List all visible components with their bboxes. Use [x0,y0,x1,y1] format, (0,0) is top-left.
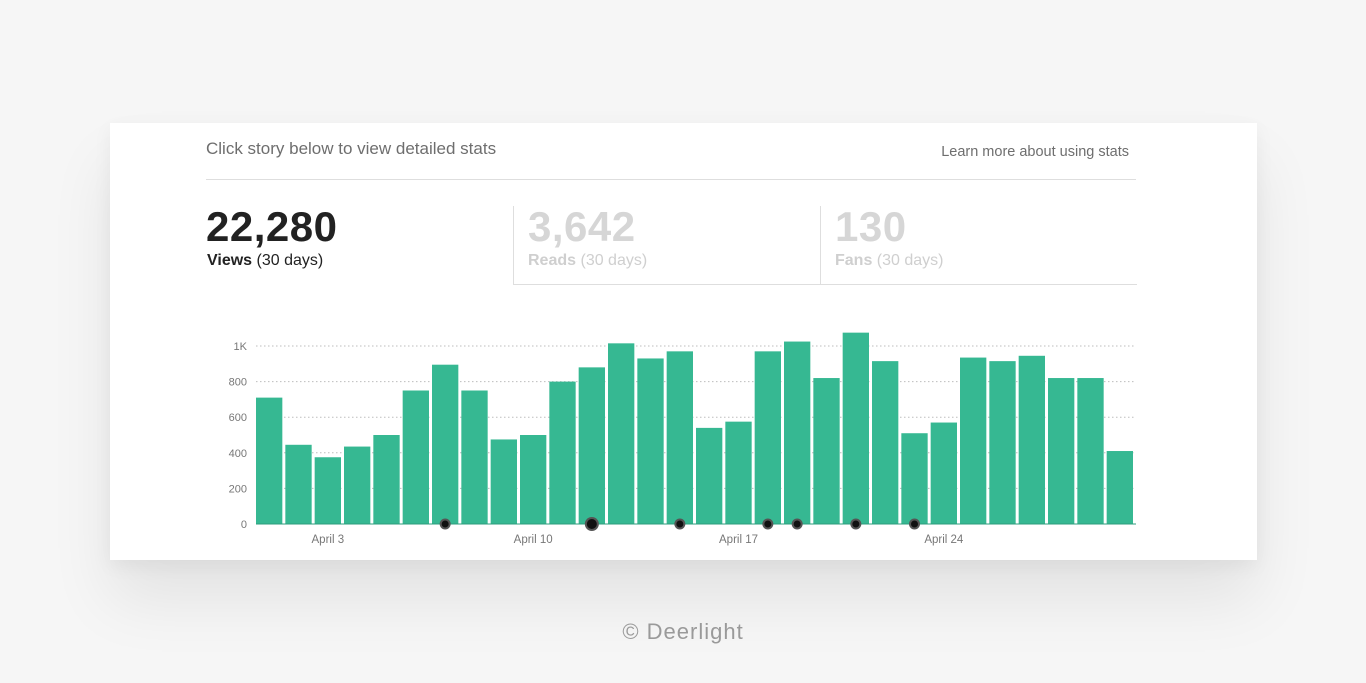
y-tick-label: 200 [229,483,247,495]
chart-bar [960,357,987,524]
chart-bar [490,439,517,524]
views-label-group: Views (30 days) [207,252,323,270]
chart-bar [1077,378,1104,524]
chart-bar [608,343,635,524]
x-tick-label: April 3 [312,534,345,546]
story-marker [793,520,801,528]
y-tick-label: 600 [229,412,247,424]
fans-count: 130 [835,203,907,250]
story-marker [586,519,597,529]
views-count: 22,280 [206,203,338,250]
y-tick-label: 400 [229,448,247,460]
stats-card: Click story below to view detailed stats… [110,123,1257,560]
learn-more-link[interactable]: Learn more about using stats [941,144,1129,160]
chart-bar [842,332,869,524]
stats-header: Click story below to view detailed stats… [206,123,1136,180]
views-period: (30 days) [256,252,324,269]
chart-bar [549,381,576,524]
chart-bar [461,390,488,524]
chart-bar [402,390,429,524]
chart-bar [373,435,400,524]
stats-summary: 22,280 Views (30 days) 3,642 Reads (30 d… [206,206,1137,285]
x-tick-label: April 17 [719,534,758,546]
y-tick-label: 0 [241,519,247,531]
chart-bar [314,457,341,524]
fans-label-group: Fans (30 days) [835,252,944,270]
chart-bar [872,361,899,524]
chart-bar [285,444,312,524]
x-tick-label: April 10 [514,534,553,546]
fans-stat-tab[interactable]: 130 Fans (30 days) [820,206,1137,285]
chart-bar [256,397,283,524]
fans-label: Fans [835,252,873,269]
chart-bar [930,422,957,524]
chart-bar [754,351,781,524]
chart-bar [666,351,693,524]
chart-bar [813,378,840,524]
views-bar-chart: 0 200 400 600 800 1K April 3 April 10 April 17 Ap… [229,332,1136,546]
chart-bar [432,364,459,524]
chart-bar [578,367,605,524]
views-label: Views [207,252,253,269]
chart-bar [1018,355,1045,524]
chart-bar [344,446,371,524]
y-tick-label: 800 [229,377,247,389]
story-marker [676,520,684,528]
chart-bar [725,421,752,524]
y-tick-label: 1K [234,341,248,353]
chart-bar [784,341,811,524]
chart-bar [520,435,547,524]
story-marker [441,520,449,528]
instructions-text: Click story below to view detailed stats [206,139,497,158]
reads-label-group: Reads (30 days) [528,252,647,270]
chart-bar [989,361,1016,524]
story-marker [764,520,772,528]
story-marker [911,520,918,528]
x-tick-label: April 24 [924,534,964,546]
chart-bar [696,427,723,524]
chart-bar [637,358,664,524]
reads-stat-tab[interactable]: 3,642 Reads (30 days) [513,206,821,285]
chart-bar [901,433,928,524]
reads-label: Reads [528,252,577,269]
story-marker [852,520,860,528]
views-stat-tab[interactable]: 22,280 Views (30 days) [206,206,513,284]
chart-bar [1106,451,1133,524]
reads-count: 3,642 [528,203,636,250]
fans-period: (30 days) [876,252,944,269]
chart-bar [1048,378,1075,524]
footer-credit: © Deerlight [622,619,744,644]
reads-period: (30 days) [580,252,648,269]
